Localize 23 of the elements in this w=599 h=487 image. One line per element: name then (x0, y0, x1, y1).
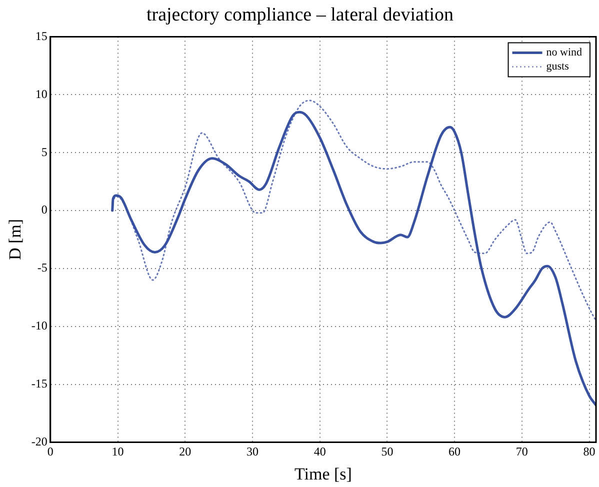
y-tick-label: 15 (35, 28, 48, 43)
x-tick-label: 30 (246, 444, 258, 459)
y-axis-title: D [m] (6, 218, 25, 260)
legend-label: gusts (546, 60, 569, 73)
y-tick-label: 10 (35, 86, 48, 101)
x-tick-label: 80 (583, 444, 596, 459)
x-tick-label: 60 (448, 444, 461, 459)
y-tick-label: -10 (31, 318, 48, 333)
x-axis-title: Time [s] (294, 464, 352, 484)
x-tick-label: 70 (516, 444, 528, 459)
y-tick-label: 5 (41, 144, 48, 159)
y-tick-label: -20 (31, 434, 48, 448)
x-tick-label: 40 (314, 444, 326, 459)
y-tick-label: -15 (31, 376, 48, 390)
y-tick-label: -5 (37, 260, 48, 275)
y-tick-label: 0 (41, 202, 48, 217)
x-tick-label: 20 (179, 444, 192, 459)
legend-label: no wind (546, 46, 582, 59)
chart-title: trajectory compliance – lateral deviation (146, 4, 454, 26)
line-series (111, 110, 596, 406)
x-tick-label: 50 (381, 444, 394, 459)
line-series (112, 100, 596, 322)
x-tick-label: 10 (112, 444, 124, 459)
